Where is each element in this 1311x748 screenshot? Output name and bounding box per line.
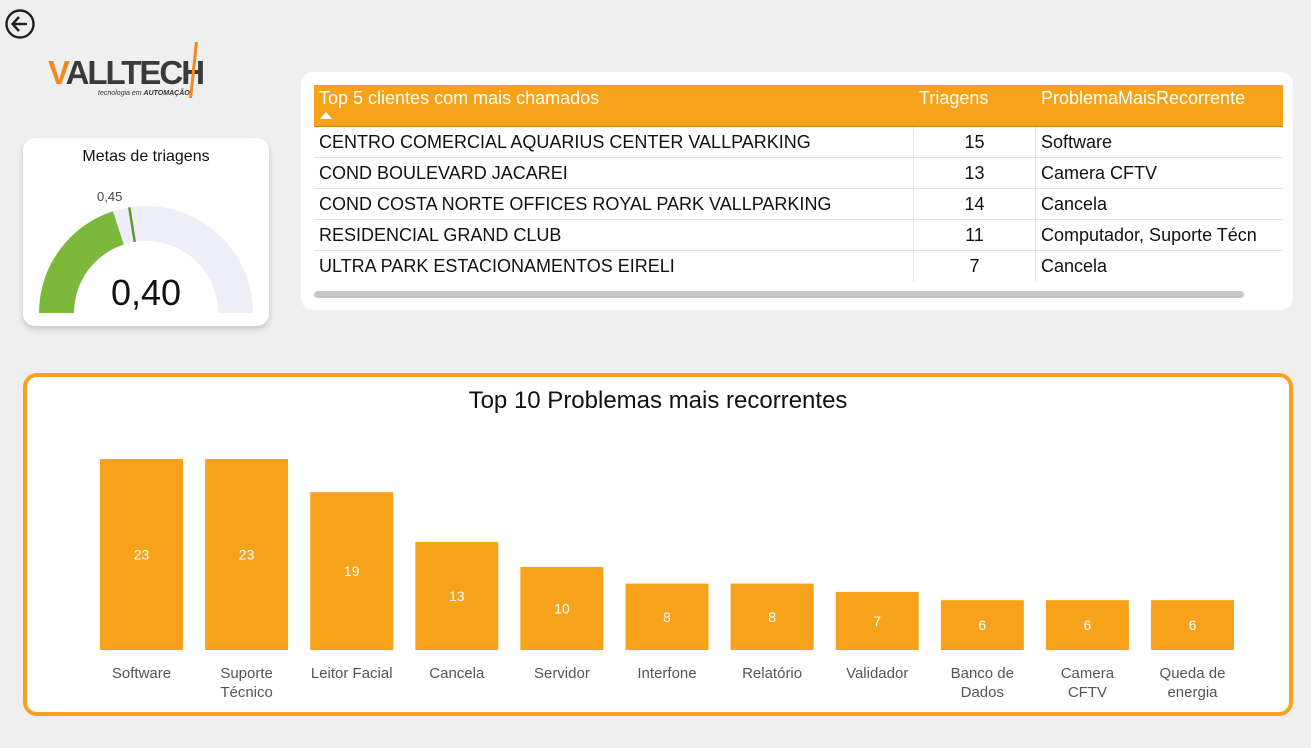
top-problems-chart-card[interactable]: Top 10 Problemas mais recorrentes 23 Soft… (23, 373, 1293, 716)
data-label-3: 13 (449, 588, 465, 604)
cell-triagens: 11 (914, 220, 1036, 250)
gauge-value: 0,40 (110, 272, 182, 313)
table-row[interactable]: CENTRO COMERCIAL AQUARIUS CENTER VALLPAR… (314, 127, 1283, 158)
header-clientes[interactable]: Top 5 clientes com mais chamados (319, 88, 600, 108)
cell-problema: Cancela (1041, 256, 1108, 276)
category-label-8-line2: Dados (961, 684, 1004, 701)
cell-cliente: COND BOULEVARD JACAREI (314, 158, 914, 188)
gauge-card-metas[interactable]: Metas de triagens 0,45 0,40 (23, 138, 269, 326)
category-label-4: Servidor (534, 665, 590, 682)
bar-9[interactable] (1045, 600, 1129, 650)
cell-triagens: 14 (914, 189, 1036, 219)
header-triagens[interactable]: Triagens (919, 88, 989, 108)
gauge-target-marker (128, 207, 136, 243)
back-arrow-circle-icon (5, 9, 35, 39)
category-label-5: Interfone (637, 665, 696, 682)
bar-0[interactable] (100, 459, 183, 650)
category-label-7: Validador (846, 665, 908, 682)
top-clients-table-card[interactable]: Top 5 clientes com mais chamados Triagen… (301, 72, 1293, 310)
data-label-9: 6 (1084, 617, 1092, 633)
category-label-9: Camera (1061, 665, 1115, 682)
table-row[interactable]: RESIDENCIAL GRAND CLUB 11 Computador, Su… (314, 220, 1283, 251)
gauge-target-label: 0,45 (97, 189, 123, 204)
table-row[interactable]: ULTRA PARK ESTACIONAMENTOS EIRELI 7 Canc… (314, 251, 1283, 282)
gauge-chart (39, 206, 253, 313)
gauge-title: Metas de triagens (82, 148, 210, 165)
sort-ascending-icon (320, 112, 332, 119)
cell-problema: Cancela (1041, 193, 1108, 214)
data-label-6: 8 (768, 609, 776, 625)
bar-2[interactable] (310, 492, 394, 650)
bar-4[interactable] (520, 566, 604, 650)
category-label-9-line2: CFTV (1068, 684, 1107, 701)
cell-cliente: CENTRO COMERCIAL AQUARIUS CENTER VALLPAR… (314, 127, 914, 157)
category-label-6: Relatório (742, 665, 802, 682)
cell-triagens: 15 (914, 127, 1036, 157)
category-label-10: Queda de (1160, 665, 1226, 682)
chart-title: Top 10 Problemas mais recorrentes (468, 387, 848, 414)
category-label-1: Suporte (220, 665, 273, 682)
table-row[interactable]: COND COSTA NORTE OFFICES ROYAL PARK VALL… (314, 189, 1283, 220)
table-header: Top 5 clientes com mais chamados Triagen… (314, 85, 1283, 127)
header-problema[interactable]: ProblemaMaisRecorrente (1041, 88, 1246, 108)
category-label-3: Cancela (429, 665, 485, 682)
data-label-5: 8 (663, 609, 671, 625)
valltech-logo: VALLTECH tecnologia em AUTOMAÇÃO (46, 40, 206, 102)
data-label-10: 6 (1189, 617, 1197, 633)
cell-cliente: ULTRA PARK ESTACIONAMENTOS EIRELI (314, 251, 914, 282)
cell-triagens: 13 (914, 158, 1036, 188)
bar-3[interactable] (415, 542, 499, 650)
data-label-8: 6 (978, 617, 986, 633)
category-label-2: Leitor Facial (311, 665, 393, 682)
bar-8[interactable] (940, 600, 1024, 650)
category-label-0: Software (112, 665, 171, 682)
category-label-10-line2: energia (1167, 684, 1218, 701)
gauge-fill (39, 211, 124, 313)
cell-problema: Software (1041, 131, 1113, 152)
bar-chart: 23 Software 23 Suporte Técnico 19 Leitor Facia… (100, 459, 1234, 701)
data-label-1: 23 (239, 547, 255, 563)
bar-6[interactable] (730, 583, 814, 650)
bar-1[interactable] (205, 459, 289, 650)
cell-triagens: 7 (914, 251, 1036, 282)
top-clients-table: Top 5 clientes com mais chamados Triagen… (314, 85, 1283, 282)
category-label-8: Banco de (951, 665, 1014, 682)
back-button[interactable] (4, 8, 36, 40)
table-row[interactable]: COND BOULEVARD JACAREI 13 Camera CFTV (314, 158, 1283, 189)
data-label-4: 10 (554, 600, 570, 616)
data-label-7: 7 (873, 613, 881, 629)
category-label-1-line2: Técnico (220, 684, 273, 701)
data-label-0: 23 (134, 547, 150, 563)
data-label-2: 19 (344, 563, 360, 579)
cell-cliente: RESIDENCIAL GRAND CLUB (314, 220, 914, 250)
cell-problema: Computador, Suporte Técn (1041, 224, 1257, 245)
bar-10[interactable] (1151, 600, 1234, 650)
cell-problema: Camera CFTV (1041, 162, 1158, 183)
bar-7[interactable] (835, 591, 919, 650)
cell-cliente: COND COSTA NORTE OFFICES ROYAL PARK VALL… (314, 189, 914, 219)
bar-5[interactable] (625, 583, 709, 650)
horizontal-scrollbar[interactable] (314, 291, 1244, 298)
